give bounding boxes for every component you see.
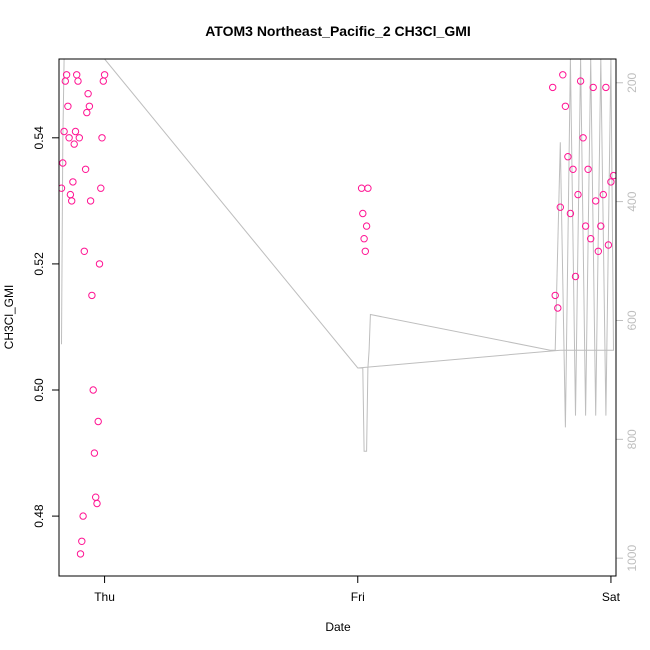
data-point xyxy=(66,190,75,199)
y-tick-label: 0.54 xyxy=(32,126,46,150)
data-point xyxy=(73,71,81,79)
data-point xyxy=(100,71,109,79)
data-point xyxy=(83,108,91,117)
data-point xyxy=(61,77,70,85)
plot-frame xyxy=(58,58,617,577)
data-point xyxy=(69,178,77,186)
chart-title: ATOM3 Northeast_Pacific_2 CH3Cl_GMI xyxy=(205,23,471,39)
data-point xyxy=(597,222,605,230)
data-point xyxy=(549,83,557,92)
data-point xyxy=(92,493,100,501)
y2-tick-label: 200 xyxy=(625,72,639,92)
data-point xyxy=(79,512,87,520)
data-point xyxy=(76,550,85,558)
y2-tick-label: 600 xyxy=(625,310,639,330)
data-point xyxy=(362,222,371,230)
data-point xyxy=(86,197,95,205)
pressure-line xyxy=(61,59,615,452)
data-point xyxy=(95,260,104,268)
data-point xyxy=(59,159,67,167)
y-tick-label: 0.50 xyxy=(32,378,46,402)
data-point xyxy=(581,222,590,230)
y2-tick-label: 800 xyxy=(625,429,639,449)
plot-area xyxy=(59,59,616,558)
data-point xyxy=(561,102,570,111)
data-point xyxy=(65,134,73,142)
data-point xyxy=(59,184,66,192)
x-axis-label: Date xyxy=(325,620,351,634)
data-point xyxy=(574,190,582,199)
data-point xyxy=(364,184,372,192)
data-point xyxy=(592,197,600,205)
data-point xyxy=(564,153,572,161)
data-point xyxy=(75,134,84,142)
y2-tick-label: 400 xyxy=(625,191,639,211)
data-point xyxy=(88,291,96,300)
data-point xyxy=(98,134,106,142)
data-point xyxy=(85,102,94,111)
data-point xyxy=(60,127,68,136)
x-tick-label: Fri xyxy=(351,590,365,604)
data-point xyxy=(78,537,86,545)
y-tick-label: 0.52 xyxy=(32,252,46,276)
y-tick-label: 0.48 xyxy=(32,504,46,528)
data-point xyxy=(80,247,89,256)
data-point xyxy=(584,165,592,174)
data-point xyxy=(81,165,90,174)
data-point xyxy=(84,90,92,98)
x-tick-label: Thu xyxy=(94,590,115,604)
data-point xyxy=(579,134,587,142)
data-point xyxy=(74,77,82,85)
data-point xyxy=(361,247,369,256)
data-point xyxy=(554,304,562,312)
data-point xyxy=(587,235,595,243)
data-point xyxy=(71,127,80,136)
data-point xyxy=(70,140,78,148)
data-point xyxy=(576,77,585,85)
data-point xyxy=(551,291,559,300)
data-point xyxy=(93,499,101,508)
data-point xyxy=(359,209,367,218)
data-point xyxy=(566,209,575,218)
data-point xyxy=(594,247,602,256)
data-point xyxy=(607,178,615,186)
data-point xyxy=(68,197,76,205)
data-point xyxy=(90,449,99,457)
data-point xyxy=(604,241,613,249)
data-point xyxy=(556,203,564,211)
data-point xyxy=(64,102,72,111)
data-point xyxy=(62,71,71,79)
data-point xyxy=(97,184,105,192)
x-tick-label: Sat xyxy=(602,590,621,604)
data-point xyxy=(89,386,97,394)
data-point xyxy=(589,83,597,92)
data-point xyxy=(609,171,616,180)
data-point xyxy=(357,184,366,192)
data-point xyxy=(559,71,567,79)
data-point xyxy=(571,272,580,281)
axes: 0.48 0.50 0.52 0.54 200 400 600 800 1000 Thu Fri Sa… xyxy=(32,72,639,604)
data-point xyxy=(360,235,368,243)
data-point xyxy=(99,77,108,85)
data-point xyxy=(602,83,610,92)
data-point xyxy=(569,165,577,174)
y2-tick-label: 1000 xyxy=(625,545,639,572)
data-point xyxy=(599,190,607,199)
data-point xyxy=(94,417,102,426)
y-axis-label: CH3Cl_GMI xyxy=(2,285,16,350)
